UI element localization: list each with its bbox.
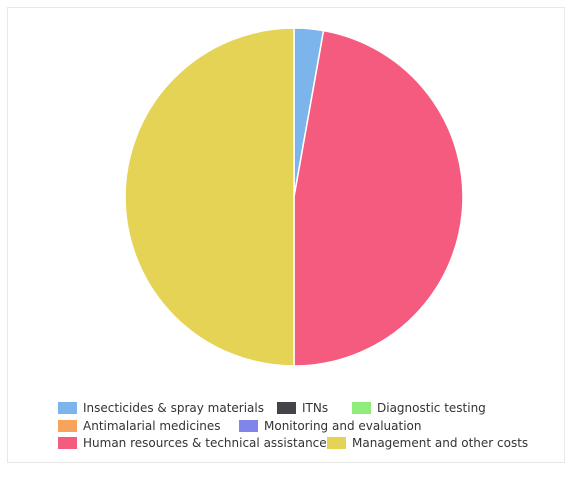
legend-swatch (277, 402, 296, 414)
legend-label: Monitoring and evaluation (264, 419, 422, 433)
pie-chart (124, 27, 464, 367)
legend-swatch (239, 420, 258, 432)
legend-item-0[interactable]: Insecticides & spray materials (58, 401, 264, 415)
legend-swatch (58, 402, 77, 414)
legend-label: Antimalarial medicines (83, 419, 221, 433)
legend-swatch (58, 420, 77, 432)
legend-swatch (327, 437, 346, 449)
legend-label: ITNs (302, 401, 329, 415)
chart-container: Insecticides & spray materials ITNs Diagno… (7, 7, 565, 463)
legend-label: Insecticides & spray materials (83, 401, 264, 415)
pie-slice-5[interactable] (293, 29, 464, 367)
legend-label: Diagnostic testing (377, 401, 486, 415)
legend-item-4[interactable]: Monitoring and evaluation (239, 419, 422, 433)
legend-item-6[interactable]: Management and other costs (327, 436, 528, 450)
legend-item-5[interactable]: Human resources & technical assistance (58, 436, 327, 450)
legend-item-3[interactable]: Antimalarial medicines (58, 419, 221, 433)
legend-item-2[interactable]: Diagnostic testing (352, 401, 486, 415)
pie-slice-6[interactable] (124, 27, 295, 367)
legend-label: Management and other costs (352, 436, 529, 450)
legend-label: Human resources & technical assistance (83, 436, 327, 450)
legend-swatch (58, 437, 77, 449)
legend-item-1[interactable]: ITNs (277, 401, 328, 415)
legend-swatch (352, 402, 371, 414)
